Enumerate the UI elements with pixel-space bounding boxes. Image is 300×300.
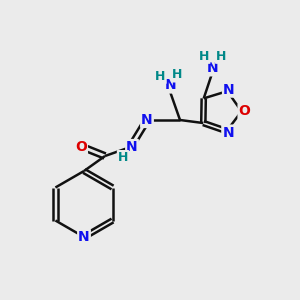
Text: H: H [118, 151, 128, 164]
Text: N: N [165, 79, 177, 92]
Text: H: H [155, 70, 166, 83]
Text: H: H [172, 68, 182, 82]
Text: N: N [223, 82, 235, 97]
Text: H: H [199, 50, 209, 63]
Text: O: O [75, 140, 87, 154]
Text: N: N [141, 113, 153, 127]
Text: N: N [222, 126, 234, 140]
Text: N: N [78, 230, 90, 244]
Text: N: N [207, 61, 218, 75]
Text: O: O [238, 104, 250, 118]
Text: N: N [126, 140, 138, 154]
Text: H: H [216, 50, 226, 63]
